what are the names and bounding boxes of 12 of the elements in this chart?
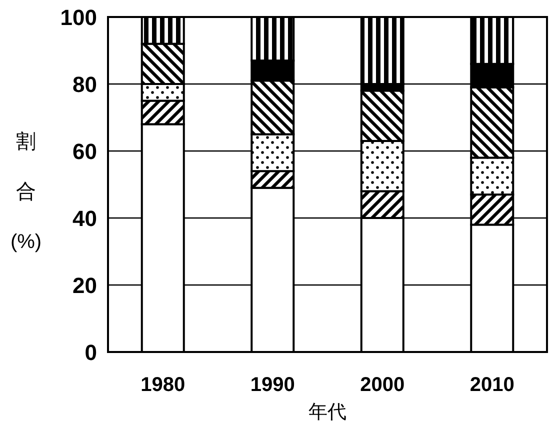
x-tick-label: 2010: [470, 374, 514, 396]
x-tick-label: 1980: [140, 374, 186, 396]
text: 割合(%): [10, 131, 42, 253]
y-tick-label: 20: [72, 273, 97, 298]
x-axis-title: 年代: [308, 402, 346, 423]
y-tick-label: 60: [72, 139, 97, 164]
y-tick-label: 80: [72, 72, 97, 97]
x-tick-label: 1990: [250, 374, 295, 396]
y-tick-label: 100: [60, 5, 97, 30]
x-tick-label: 2000: [360, 374, 405, 396]
y-tick-label: 40: [72, 206, 97, 231]
y-tick-label: 0: [84, 340, 97, 365]
